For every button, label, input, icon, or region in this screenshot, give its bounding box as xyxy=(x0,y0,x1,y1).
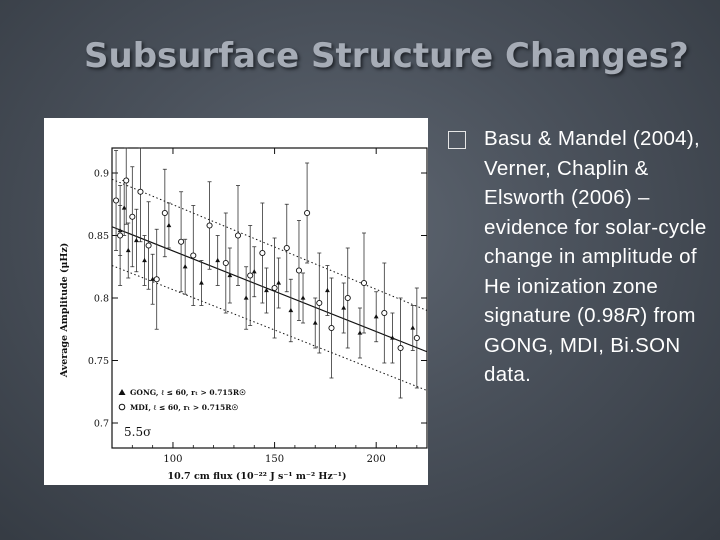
fit-line xyxy=(111,226,428,353)
y-tick-label: 0.7 xyxy=(94,419,109,430)
mdi-data-point xyxy=(295,267,303,274)
chart-figure: 100 150 200 0.7 0.75 0.8 0.85 0.9 Average Ampli… xyxy=(44,118,428,485)
mdi-data-point xyxy=(137,188,144,195)
gong-data-point xyxy=(357,330,363,335)
gong-data-point xyxy=(410,325,416,330)
bullet-marker-icon xyxy=(448,131,466,149)
y-axis-label: Average Amplitude (μHz) xyxy=(59,243,70,379)
slide-title: Subsurface Structure Changes? xyxy=(84,36,689,76)
mdi-data-point xyxy=(206,222,213,229)
mdi-data-point xyxy=(190,252,197,259)
fit-bound-line xyxy=(111,265,428,391)
bullet-item: Basu & Mandel (2004), Verner, Chaplin & … xyxy=(448,124,710,390)
legend-entry-mdi: MDI, ℓ ≤ 60, rₜ > 0.715R☉ xyxy=(130,403,238,412)
mdi-data-point xyxy=(316,299,323,307)
gong-data-point xyxy=(341,305,347,310)
x-tick-label: 150 xyxy=(265,454,284,465)
mdi-data-point xyxy=(222,259,229,267)
legend-triangle-marker xyxy=(118,389,126,395)
gong-data-point xyxy=(199,280,204,285)
x-tick-label: 200 xyxy=(367,454,386,465)
gong-data-point xyxy=(251,269,257,274)
gong-data-point xyxy=(121,205,127,210)
mdi-data-point xyxy=(161,209,168,217)
gong-data-point xyxy=(390,335,395,340)
mdi-data-point xyxy=(153,276,160,283)
gong-data-point xyxy=(182,264,188,269)
x-tick-label: 100 xyxy=(163,454,182,465)
bullet-text: Basu & Mandel (2004), Verner, Chaplin & … xyxy=(484,127,707,386)
legend-circle-marker xyxy=(118,403,126,411)
gong-data-point xyxy=(312,320,318,325)
gong-data-point xyxy=(325,287,330,293)
mdi-data-point xyxy=(247,272,254,279)
y-tick-label: 0.75 xyxy=(88,356,109,367)
gong-data-point xyxy=(276,280,282,285)
mdi-data-point xyxy=(123,177,130,184)
mdi-data-point xyxy=(413,334,420,342)
mdi-data-point xyxy=(117,232,124,239)
mdi-data-point xyxy=(113,197,120,204)
mdi-data-point xyxy=(360,279,368,287)
mdi-data-point xyxy=(271,284,278,292)
chart-svg: 100 150 200 0.7 0.75 0.8 0.85 0.9 Average Ampli… xyxy=(59,147,428,482)
mdi-data-point xyxy=(234,232,242,239)
mdi-data-point xyxy=(304,209,311,217)
gong-data-point xyxy=(243,295,249,300)
significance-annotation: 5.5σ xyxy=(124,425,151,439)
chart-legend: GONG, ℓ ≤ 60, rₜ > 0.715R☉ MDI, ℓ ≤ 60, … xyxy=(118,388,246,412)
mdi-data-point xyxy=(397,344,404,352)
mdi-data-point xyxy=(344,294,351,302)
gong-data-point xyxy=(300,295,306,300)
gong-data-point xyxy=(125,247,131,253)
gong-data-point xyxy=(227,272,233,278)
gong-data-point xyxy=(264,287,269,293)
y-tick-label: 0.8 xyxy=(94,294,109,305)
x-axis-label: 10.7 cm flux (10⁻²² J s⁻¹ m⁻² Hz⁻¹) xyxy=(168,471,347,482)
legend-entry-gong: GONG, ℓ ≤ 60, rₜ > 0.715R☉ xyxy=(130,388,246,397)
mdi-data-point xyxy=(283,244,290,252)
mdi-data-point xyxy=(381,309,388,317)
gong-data-point xyxy=(142,257,147,263)
gong-data-point xyxy=(215,257,221,263)
bullet-list: Basu & Mandel (2004), Verner, Chaplin & … xyxy=(448,124,710,390)
mdi-data-point xyxy=(178,238,185,245)
gong-data-point xyxy=(288,307,294,313)
mdi-data-point xyxy=(145,242,152,249)
gong-data-point xyxy=(133,237,139,243)
mdi-data-point xyxy=(259,249,266,257)
y-tick-label: 0.9 xyxy=(94,169,109,180)
mdi-data-point xyxy=(129,213,136,220)
gong-data-point xyxy=(166,222,172,228)
gong-data-point xyxy=(373,314,379,319)
y-tick-label: 0.85 xyxy=(88,231,109,242)
mdi-data-point xyxy=(328,324,335,332)
